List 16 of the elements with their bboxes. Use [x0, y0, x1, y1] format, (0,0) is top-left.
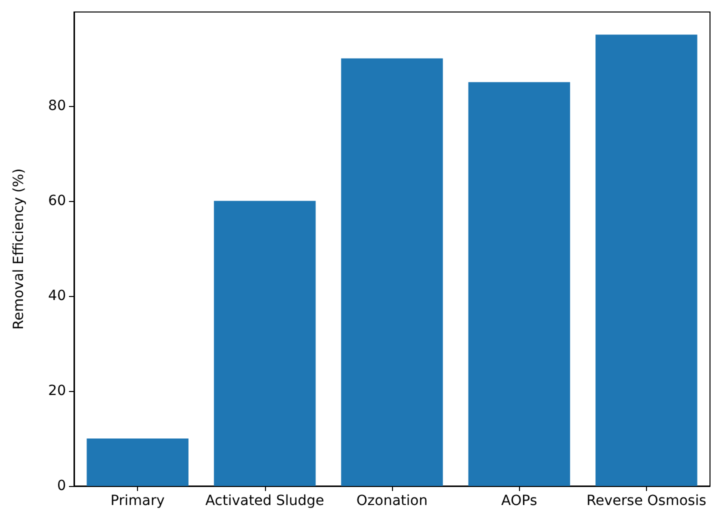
y-tick-label: 20 — [48, 382, 66, 399]
x-tick-label: Reverse Osmosis — [586, 493, 706, 509]
y-tick-label: 80 — [48, 98, 66, 114]
y-tick-label: 60 — [48, 192, 66, 209]
bar — [214, 200, 316, 486]
y-tick-label: 0 — [57, 478, 66, 494]
y-axis-title: Removal Efficiency (%) — [11, 168, 27, 330]
bar — [341, 58, 443, 486]
x-tick-label: Ozonation — [356, 493, 428, 509]
bar — [86, 438, 188, 486]
x-tick-label: AOPs — [501, 493, 538, 509]
x-tick-label: Activated Sludge — [205, 493, 324, 509]
bar — [596, 34, 698, 486]
bar — [468, 82, 570, 486]
x-tick-label: Primary — [110, 493, 165, 509]
y-tick-label: 40 — [48, 288, 66, 304]
